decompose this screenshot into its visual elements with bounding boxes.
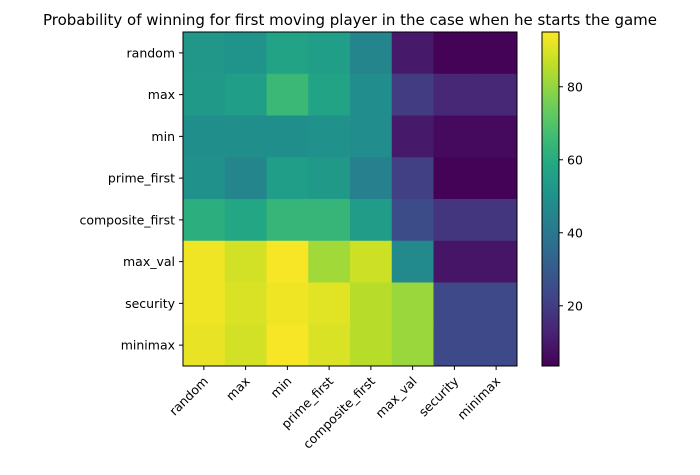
heatmap-cell [224, 115, 267, 158]
heatmap-cell [266, 73, 309, 116]
y-tick-label: security [125, 296, 176, 311]
heatmap-cell [433, 115, 476, 158]
heatmap-cell [391, 115, 434, 158]
heatmap-cell [266, 115, 309, 158]
heatmap-cell [475, 73, 518, 116]
heatmap-cell [433, 157, 476, 200]
colorbar-tick-label: 40 [567, 225, 583, 240]
heatmap-cell [183, 282, 226, 325]
heatmap-cell [266, 32, 309, 75]
heatmap-cell [308, 199, 351, 242]
heatmap-cell [224, 32, 267, 75]
heatmap-cell [475, 115, 518, 158]
y-tick-label: minimax [121, 338, 175, 353]
heatmap-cell [183, 73, 226, 116]
heatmap-cell [433, 32, 476, 75]
y-tick-label: max_val [123, 254, 175, 269]
x-tick-label: min [267, 374, 294, 401]
heatmap-cell [266, 282, 309, 325]
heatmap-cell [475, 240, 518, 283]
colorbar-tick-label: 20 [567, 298, 583, 313]
heatmap-cell [350, 324, 393, 367]
plot-frame [182, 31, 518, 367]
heatmap-cell [433, 73, 476, 116]
heatmap-cell [350, 157, 393, 200]
heatmap-cell [433, 282, 476, 325]
chart-title: Probability of winning for first moving … [43, 11, 657, 29]
heatmap-cell [183, 115, 226, 158]
heatmap-cell [475, 282, 518, 325]
heatmap-cell [475, 199, 518, 242]
heatmap-cell [224, 199, 267, 242]
heatmap-cell [183, 157, 226, 200]
heatmap-cell [308, 73, 351, 116]
x-tick-label: composite_first [300, 373, 378, 451]
x-tick-label: minimax [454, 374, 503, 423]
heatmap-cell [433, 324, 476, 367]
heatmap-cell [308, 157, 351, 200]
colorbar-tick-label: 80 [567, 79, 583, 94]
heatmap-cell [350, 282, 393, 325]
heatmap-cells [183, 32, 518, 367]
heatmap-cell [308, 282, 351, 325]
heatmap-cell [391, 157, 434, 200]
colorbar-tick-label: 60 [567, 152, 583, 167]
heatmap-cell [433, 240, 476, 283]
heatmap-cell [391, 240, 434, 283]
heatmap-cell [350, 240, 393, 283]
x-tick-label: max_val [372, 374, 419, 421]
y-axis: random max min prime_first composite_firstma… [79, 45, 183, 353]
x-tick-label: max [223, 374, 253, 404]
y-tick-label: composite_first [79, 212, 175, 227]
heatmap-cell [224, 73, 267, 116]
heatmap-cell [391, 32, 434, 75]
heatmap-cell [266, 324, 309, 367]
x-tick-label: random [166, 374, 211, 419]
heatmap-cell [308, 324, 351, 367]
heatmap-cell [183, 199, 226, 242]
heatmap-cell [266, 240, 309, 283]
heatmap-cell [475, 157, 518, 200]
y-tick-label: random [127, 45, 175, 60]
heatmap-cell [224, 240, 267, 283]
heatmap-cell [308, 240, 351, 283]
heatmap-cell [350, 115, 393, 158]
heatmap-cell [350, 32, 393, 75]
heatmap-cell [433, 199, 476, 242]
heatmap-cell [183, 32, 226, 75]
x-axis: random max minprime_firstcomposite_firstma… [166, 366, 503, 452]
heatmap-cell [475, 324, 518, 367]
heatmap-cell [308, 115, 351, 158]
heatmap-cell [183, 240, 226, 283]
y-tick-label: prime_first [108, 171, 175, 186]
heatmap-cell [224, 157, 267, 200]
heatmap-cell [391, 282, 434, 325]
heatmap-cell [266, 157, 309, 200]
colorbar [541, 31, 560, 367]
heatmap-cell [475, 32, 518, 75]
heatmap-cell [183, 324, 226, 367]
heatmap-cell [391, 199, 434, 242]
heatmap-cell [308, 32, 351, 75]
heatmap-cell [350, 199, 393, 242]
y-tick-label: max [148, 87, 175, 102]
heatmap-cell [350, 73, 393, 116]
heatmap-cell [266, 199, 309, 242]
heatmap-cell [391, 324, 434, 367]
colorbar-ticks: 20 40 60 80 [559, 79, 583, 313]
heatmap-cell [224, 324, 267, 367]
y-tick-label: min [151, 129, 175, 144]
heatmap-cell [391, 73, 434, 116]
heatmap-cell [224, 282, 267, 325]
